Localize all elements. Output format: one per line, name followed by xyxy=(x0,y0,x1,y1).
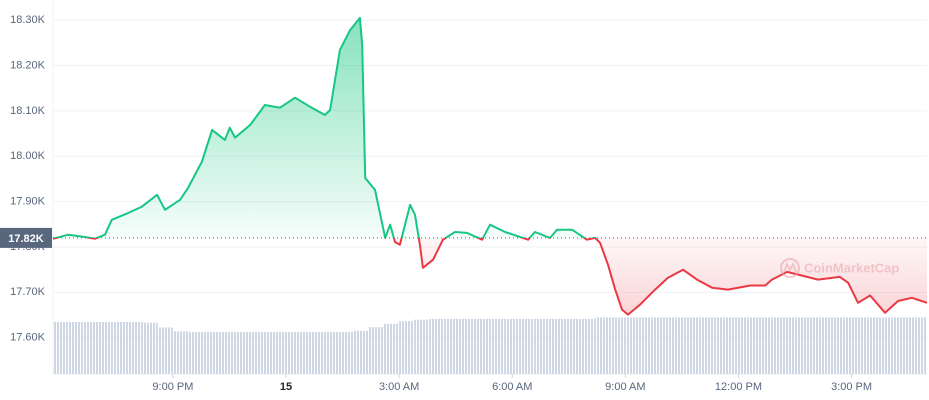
x-tick-label: 15 xyxy=(280,381,292,393)
volume-bar xyxy=(172,331,188,374)
volume-bar xyxy=(625,317,641,374)
baseline-label: 17.82K xyxy=(8,233,44,245)
volume-bar xyxy=(534,318,550,374)
volume-bar xyxy=(911,317,927,374)
volume-bar xyxy=(806,317,822,374)
volume-bar xyxy=(896,317,912,374)
volume-bar xyxy=(821,317,837,374)
volume-bar xyxy=(730,317,747,374)
price-line xyxy=(52,16,928,316)
volume-bar xyxy=(836,317,852,374)
volume-bar xyxy=(565,318,581,374)
volume-bar xyxy=(580,318,596,374)
volume-bar xyxy=(127,321,143,374)
volume-bar xyxy=(293,331,309,374)
y-tick-label: 17.70K xyxy=(10,286,46,298)
volume-bar xyxy=(323,331,339,374)
y-tick-label: 18.30K xyxy=(10,14,46,26)
y-tick-label: 18.00K xyxy=(10,150,46,162)
volume-bar xyxy=(685,317,701,374)
volume-bar xyxy=(218,331,234,374)
volume-bar xyxy=(384,323,400,374)
volume-bar xyxy=(746,317,762,374)
price-area xyxy=(53,17,927,315)
volume-bar xyxy=(203,331,219,374)
volume-bar xyxy=(776,317,792,374)
volume-bar xyxy=(866,317,882,374)
volume-bar xyxy=(595,317,611,374)
volume-bar xyxy=(670,317,686,374)
y-tick-label: 18.10K xyxy=(10,105,46,117)
x-tick-label: 3:00 PM xyxy=(831,381,872,393)
volume-bar xyxy=(459,318,475,374)
volume-bar xyxy=(338,331,354,374)
volume-bar xyxy=(67,321,83,374)
volume-bar xyxy=(263,331,279,374)
watermark: CoinMarketCap xyxy=(804,260,899,275)
volume-bar xyxy=(655,317,671,374)
volume-bar xyxy=(474,318,490,374)
volume-bar xyxy=(429,318,445,374)
volume-bar xyxy=(187,331,204,374)
volume-bar xyxy=(82,321,98,374)
x-tick-label: 9:00 AM xyxy=(605,381,645,393)
volume-bar xyxy=(610,317,626,374)
volume-bar xyxy=(881,317,897,374)
volume-bar xyxy=(519,318,535,374)
volume-bar xyxy=(489,318,505,374)
volume-bar xyxy=(715,317,731,374)
volume-bar xyxy=(399,321,415,374)
watermark-logo-mark xyxy=(783,261,797,273)
y-tick-label: 17.60K xyxy=(10,332,46,344)
x-tick-label: 12:00 PM xyxy=(715,381,762,393)
x-tick-label: 9:00 PM xyxy=(152,381,193,393)
volume-bar xyxy=(640,317,656,374)
watermark-logo xyxy=(780,258,800,278)
volume-bar xyxy=(233,331,249,374)
volume-bar xyxy=(157,327,173,374)
baseline-label-box xyxy=(0,227,52,248)
volume-bar xyxy=(761,317,777,374)
volume-bar xyxy=(414,319,430,374)
volume-bar xyxy=(504,318,520,374)
volume-bar xyxy=(248,331,264,374)
volume-bar xyxy=(700,317,716,374)
x-tick-label: 3:00 AM xyxy=(379,381,419,393)
volume-bar xyxy=(112,321,128,374)
volume-bar xyxy=(97,321,113,374)
volume-bar xyxy=(444,318,460,374)
volume-bar xyxy=(308,331,324,374)
y-tick-label: 18.20K xyxy=(10,59,46,71)
volume-bar xyxy=(278,331,294,374)
volume-bar xyxy=(791,317,807,374)
volume-bar xyxy=(353,330,369,374)
volume-bar xyxy=(142,322,158,374)
x-tick-label: 6:00 AM xyxy=(492,381,532,393)
y-tick-label: 17.90K xyxy=(10,196,46,208)
volume-bar xyxy=(53,321,68,374)
volume-bar xyxy=(368,327,385,374)
volume-bar xyxy=(851,317,867,374)
volume-bar xyxy=(549,318,566,374)
